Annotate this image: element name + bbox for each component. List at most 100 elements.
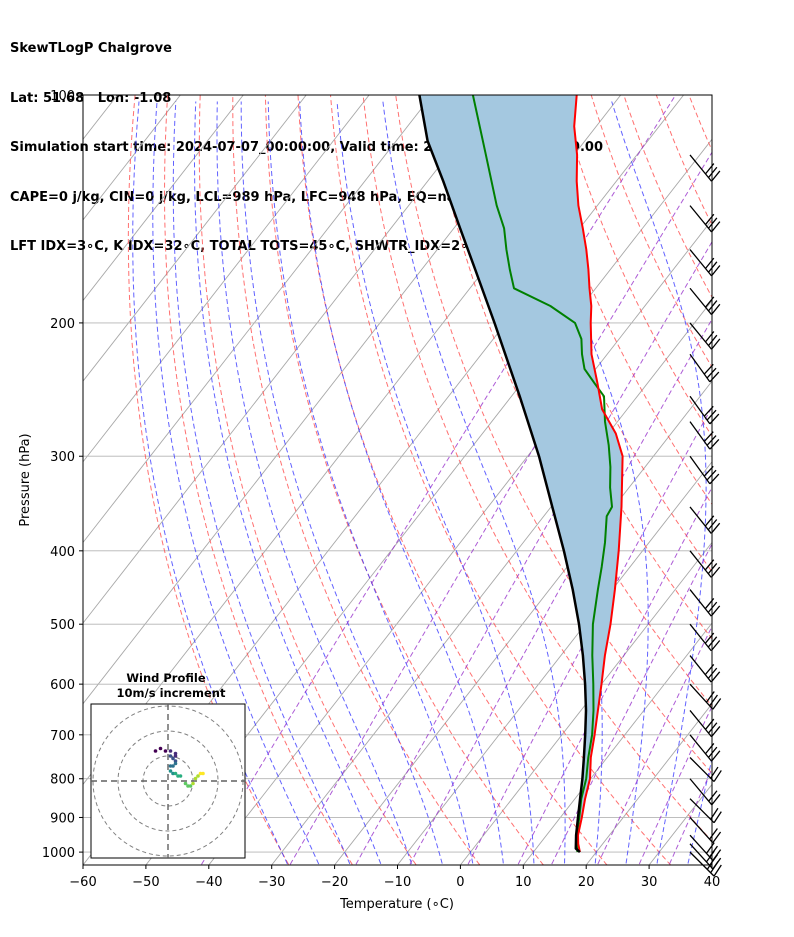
y-tick-label: 100 [50,89,75,104]
barb-flag [705,842,715,854]
barb-flag [709,413,720,425]
y-tick-label: 200 [50,317,75,332]
dry-adiabat [747,78,794,871]
wind-barb [689,817,722,844]
x-axis-ticks: −60 −50 −40 −30 −20 −10 0 10 20 30 40 [69,865,720,890]
dry-adiabat [655,95,712,226]
barb-staff [689,589,712,617]
mixing-ratio-line [668,767,712,865]
barb-staff [689,322,713,350]
barb-flag [713,770,722,782]
barb-staff [689,395,711,425]
hodograph-point [171,771,175,776]
barb-staff [689,205,713,233]
moist-adiabat [216,101,413,865]
barb-flag [712,831,722,844]
mixing-ratio-line [289,151,712,865]
hodograph-point [173,754,178,758]
barb-flag [711,794,721,806]
mixing-ratio-line [517,486,712,865]
barb-flag [712,698,722,710]
hodograph-point [201,771,205,776]
barb-staff [689,734,713,762]
wind-barb [689,710,721,738]
isotherm [585,702,712,865]
barb-flag [710,671,721,683]
moist-adiabat [132,101,289,865]
barb-flag [711,303,721,315]
x-tick-label: −10 [384,875,411,890]
x-tick-label: −60 [69,875,96,890]
moist-adiabat [717,102,794,872]
y-tick-label: 300 [50,450,75,465]
dry-adiabat [395,95,712,775]
moist-adiabat [611,101,707,865]
mixing-ratio-line [638,705,712,865]
x-axis-label: Temperature (∘C) [339,897,454,912]
hodograph-point [173,771,178,776]
wind-barb [689,249,721,277]
hodograph-point [171,756,175,761]
hodograph-point [168,749,173,753]
wind-barb [689,834,722,861]
dry-adiabat [779,78,794,871]
dry-adiabat [198,95,417,865]
y-tick-label: 400 [50,545,75,560]
hodograph-ring [117,730,219,832]
x-tick-label: 20 [578,875,595,890]
isotherm [83,95,307,382]
x-tick-label: 30 [641,875,658,890]
hodograph-point [168,764,173,768]
barb-staff [689,834,714,861]
wind-barb [689,154,721,182]
wind-barb [689,683,722,710]
barb-staff [689,851,715,877]
y-tick-label: 700 [50,729,75,744]
x-tick-label: 0 [456,875,464,890]
hodograph-point [168,769,173,773]
x-tick-label: −50 [132,875,159,890]
parcel-line [418,95,588,854]
barb-flag [711,726,721,738]
y-tick-label: 500 [50,618,75,633]
dewpoint-line [471,95,613,853]
x-tick-label: −20 [321,875,348,890]
cape-region [419,95,623,853]
mixing-ratio-line [409,318,712,865]
wind-barb [689,395,720,425]
isotherm [83,95,496,624]
wind-barb [689,205,721,233]
hodograph-point [188,784,193,788]
barb-flag [708,746,718,758]
moist-adiabat [336,101,535,865]
isotherm [396,461,712,865]
barb-flag [708,790,718,802]
barb-flag [709,828,718,840]
dry-adiabat [232,95,481,865]
wind-barb [689,798,722,824]
x-tick-label: −30 [258,875,285,890]
barb-flag [709,473,720,485]
hodograph-point [176,774,180,778]
x-tick-label: 40 [704,875,721,890]
barb-flag [712,849,722,861]
barb-staff [689,506,712,534]
barb-flag [713,811,722,824]
moist-adiabat [513,101,649,865]
barb-staff [689,683,714,710]
barb-staff [689,421,711,450]
barb-flag [708,166,718,178]
moist-adiabat [382,101,566,865]
location-line: Lat: 51.68 Lon: -1.08 [10,90,172,106]
isotherm [83,95,244,302]
y-tick-label: 1000 [42,846,75,861]
y-tick-label: 800 [50,773,75,788]
hodograph-point [193,776,198,781]
isotherm [459,541,712,865]
barb-flag [711,338,721,350]
barb-flag [710,522,721,534]
hodograph-point [186,784,190,788]
isotherm [83,95,433,544]
wind-barb [689,550,721,578]
hodograph-point [158,746,163,751]
